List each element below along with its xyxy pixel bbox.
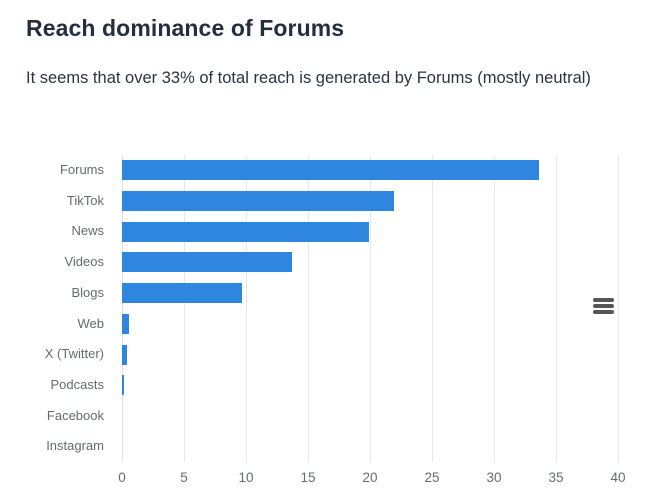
x-axis-tick-label: 20: [362, 470, 378, 485]
y-axis-label-blogs: Blogs: [71, 284, 104, 300]
bar-podcasts[interactable]: [122, 375, 125, 396]
bar-x-twitter[interactable]: [122, 344, 127, 365]
bar-news[interactable]: [122, 221, 369, 242]
bar-web[interactable]: [122, 313, 130, 334]
x-axis-tick-label: 0: [118, 470, 126, 485]
bar-forums[interactable]: [122, 160, 539, 181]
bar-tiktok[interactable]: [122, 191, 394, 212]
y-axis-label-forums: Forums: [59, 162, 104, 177]
y-axis-label-x-twitter: X (Twitter): [44, 346, 104, 362]
reach-bar-chart: Forums TikTok News Videos Blogs Web X (Twitter…: [0, 140, 656, 500]
x-axis-tick-label: 10: [238, 470, 254, 485]
gridline: [308, 155, 309, 462]
x-axis-tick-label: 5: [180, 470, 188, 485]
page-title: Reach dominance of Forums: [26, 15, 345, 41]
y-axis-labels: Forums TikTok News Videos Blogs Web X (Twitter…: [0, 155, 104, 462]
x-axis-tick-label: 15: [300, 470, 316, 485]
y-axis-label-videos: Videos: [64, 254, 104, 270]
x-axis-labels: 0 5 10 15 20 25 30 35 40: [118, 470, 625, 488]
x-axis-tick-label: 25: [424, 470, 440, 485]
x-axis-tick-label: 40: [610, 470, 626, 485]
gridline: [184, 155, 185, 462]
gridline: [246, 155, 247, 462]
x-axis-tick-label: 30: [486, 470, 502, 485]
bar-videos[interactable]: [122, 252, 292, 273]
y-axis-label-news: News: [71, 223, 104, 239]
y-axis-label-instagram: Instagram: [46, 438, 104, 454]
gridline: [556, 155, 557, 462]
gridline: [494, 155, 495, 462]
gridline: [370, 155, 371, 462]
plot-area: [122, 155, 619, 462]
y-axis-label-podcasts: Podcasts: [50, 376, 104, 392]
y-axis-label-facebook: Facebook: [46, 407, 104, 423]
x-axis-tick-label: 35: [548, 470, 564, 485]
hamburger-menu-icon: [592, 298, 614, 302]
y-axis-line: [122, 155, 123, 462]
y-axis-label-tiktok: TikTok: [66, 192, 104, 208]
y-axis-label-web: Web: [77, 315, 105, 331]
gridline: [618, 155, 619, 462]
chart-context-menu-button[interactable]: [590, 293, 616, 319]
hamburger-menu-icon: [592, 304, 614, 308]
gridline: [432, 155, 433, 462]
page-subtitle: It seems that over 33% of total reach is…: [26, 69, 591, 87]
hamburger-menu-icon: [592, 310, 614, 314]
bar-blogs[interactable]: [122, 283, 243, 304]
